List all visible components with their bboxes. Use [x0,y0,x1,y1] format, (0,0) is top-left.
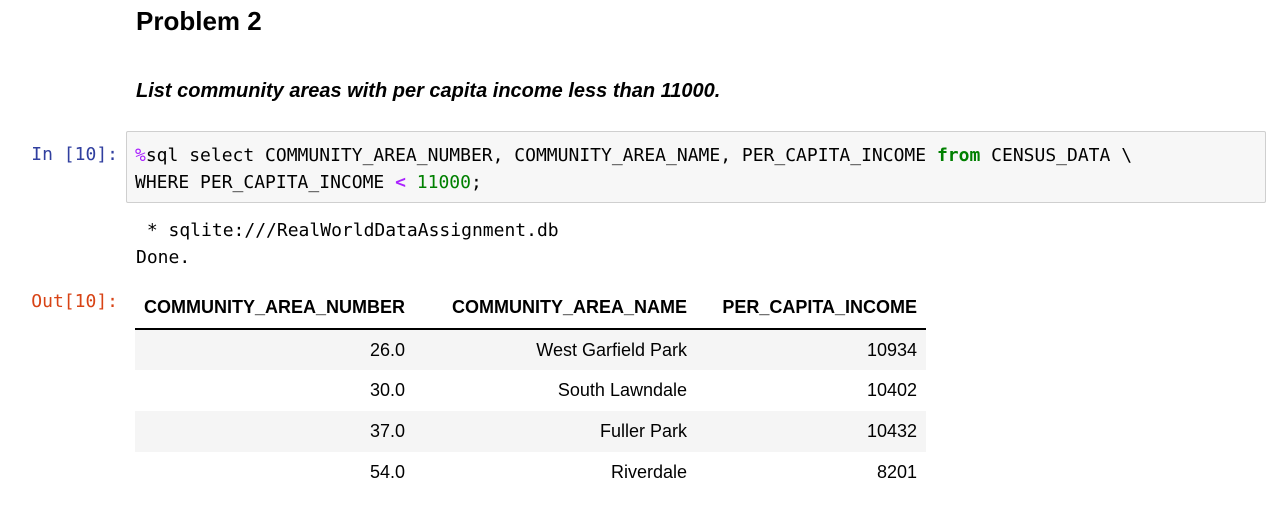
cell-stdout: * sqlite:///RealWorldDataAssignment.db Do… [136,217,559,271]
code-text: CENSUS_DATA \ [980,145,1133,166]
result-table: COMMUNITY_AREA_NUMBER COMMUNITY_AREA_NAM… [135,287,927,493]
table-row: 30.0 South Lawndale 10402 [135,370,926,411]
table-cell: West Garfield Park [414,329,697,370]
table-cell: 8201 [876,462,918,482]
table-header-row: COMMUNITY_AREA_NUMBER COMMUNITY_AREA_NAM… [135,287,927,330]
table-cell: 37.0 [135,411,415,452]
code-text [406,172,417,193]
table-cell: South Lawndale [557,380,688,400]
table-row: 37.0 Fuller Park 10432 [135,411,927,452]
markdown-heading: Problem 2 [136,6,262,36]
markdown-question: List community areas with per capita inc… [136,80,721,102]
column-header: COMMUNITY_AREA_NAME [414,287,697,330]
keyword-from: from [936,145,981,166]
table-cell: 54.0 [369,462,406,482]
table-cell: 10402 [866,380,918,400]
table-cell: 10934 [696,329,927,370]
code-line-2: WHERE PER_CAPITA_INCOME < 11000; [135,170,482,196]
table-cell: Fuller Park [414,411,697,452]
code-cell-editor[interactable]: %sql select COMMUNITY_AREA_NUMBER, COMMU… [126,131,1266,203]
table-cell: Riverdale [610,462,688,482]
output-prompt: Out[10]: [31,291,118,312]
code-text: WHERE PER_CAPITA_INCOME [135,172,396,193]
stdout-line: * sqlite:///RealWorldDataAssignment.db [136,220,559,241]
table-row: 54.0 Riverdale 8201 [135,452,926,493]
table-cell: 26.0 [135,329,415,370]
table-cell: 30.0 [369,380,406,400]
sql-magic-token: % [135,145,146,166]
operator-less-than: < [395,172,406,193]
column-header: PER_CAPITA_INCOME [696,287,927,330]
code-line-1: %sql select COMMUNITY_AREA_NUMBER, COMMU… [135,143,1132,169]
number-literal: 11000 [416,172,471,193]
input-prompt: In [10]: [31,144,118,165]
code-text: sql select COMMUNITY_AREA_NUMBER, COMMUN… [145,145,937,166]
stdout-line: Done. [136,247,191,268]
table-row: 26.0 West Garfield Park 10934 [135,329,927,370]
column-header: COMMUNITY_AREA_NUMBER [135,287,415,330]
table-cell: 10432 [696,411,927,452]
code-text: ; [470,172,482,193]
